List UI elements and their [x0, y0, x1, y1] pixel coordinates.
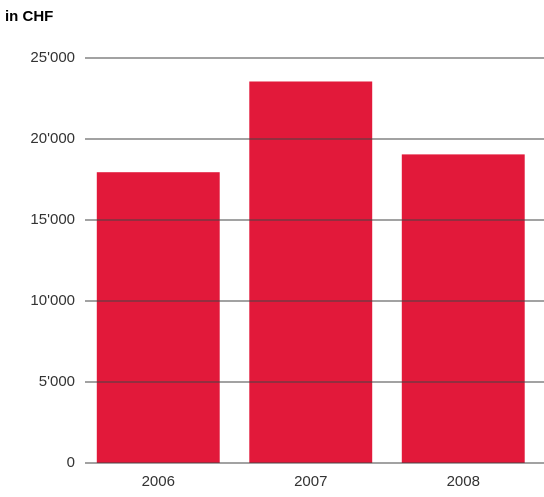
bar — [401, 154, 525, 463]
x-tick-label: 2008 — [447, 473, 480, 490]
x-tick-label: 2007 — [294, 473, 327, 490]
bar — [96, 172, 220, 463]
x-tick-label: 2006 — [142, 473, 175, 490]
bar — [249, 81, 373, 464]
y-tick-label: 25'000 — [30, 49, 75, 66]
y-tick-label: 20'000 — [30, 130, 75, 147]
y-tick-label: 10'000 — [30, 292, 75, 309]
y-tick-label: 0 — [67, 454, 75, 471]
y-tick-label: 15'000 — [30, 211, 75, 228]
y-tick-label: 5'000 — [39, 373, 75, 390]
chart-title: in CHF — [5, 8, 53, 25]
